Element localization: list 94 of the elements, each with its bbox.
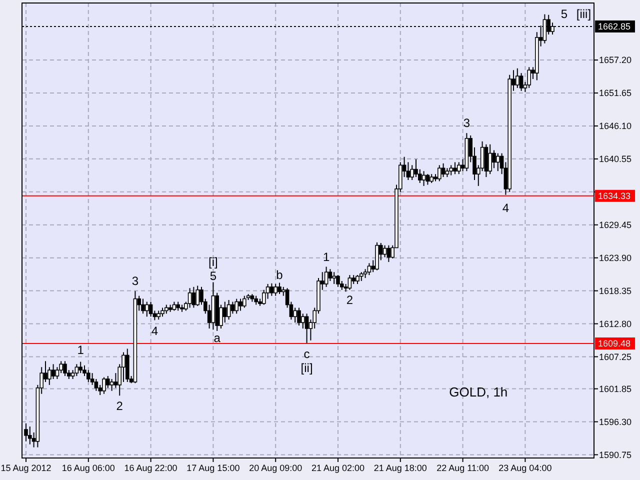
candlestick bbox=[145, 301, 149, 318]
candlestick bbox=[110, 378, 114, 392]
annotation: 3 bbox=[463, 116, 470, 130]
candlestick bbox=[457, 162, 461, 175]
x-tick-label: 23 Aug 04:00 bbox=[498, 463, 552, 473]
candlestick bbox=[223, 301, 227, 324]
annotation: 2 bbox=[346, 293, 354, 308]
annotation: 4 bbox=[151, 324, 158, 338]
y-tick-label: 1646.10 bbox=[599, 121, 632, 132]
y-tick-label: 1590.75 bbox=[599, 450, 632, 460]
candlestick bbox=[348, 274, 352, 290]
candlestick bbox=[278, 282, 282, 295]
y-tick-label: 1618.35 bbox=[599, 286, 632, 296]
x-tick-label: 21 Aug 02:00 bbox=[311, 463, 365, 473]
x-tick-label: 21 Aug 18:00 bbox=[374, 463, 427, 473]
candlestick bbox=[328, 268, 332, 282]
candlestick bbox=[74, 364, 79, 377]
annotation: 4 bbox=[502, 201, 510, 216]
annotation: 1 bbox=[77, 343, 84, 358]
x-tick-label: 22 Aug 11:00 bbox=[436, 463, 489, 473]
annotation: [i] bbox=[208, 255, 218, 270]
candlestick bbox=[301, 313, 305, 330]
candlestick bbox=[386, 244, 391, 262]
candlestick bbox=[196, 285, 200, 306]
candlestick bbox=[332, 272, 336, 284]
candlestick bbox=[86, 370, 90, 382]
annotation: b bbox=[276, 268, 284, 282]
text: [iii] bbox=[576, 7, 592, 22]
candlestick bbox=[51, 364, 56, 380]
candlestick bbox=[126, 348, 130, 382]
candlestick bbox=[324, 266, 328, 288]
candlestick bbox=[453, 162, 457, 175]
y-tick-label: 1640.55 bbox=[599, 154, 632, 164]
annotation: 5 bbox=[210, 269, 217, 284]
candlestick bbox=[238, 298, 242, 312]
y-tick-label: 1651.65 bbox=[599, 88, 632, 98]
candlestick bbox=[24, 423, 28, 442]
candlestick bbox=[234, 298, 238, 314]
candlestick bbox=[304, 313, 309, 344]
annotation: a bbox=[214, 331, 221, 346]
annotation: [ii] bbox=[300, 361, 313, 376]
annotation: 3 bbox=[132, 274, 139, 288]
candlestick bbox=[516, 68, 520, 88]
candlestick bbox=[527, 66, 531, 88]
x-tick-label: 17 Aug 15:00 bbox=[186, 463, 240, 473]
y-tick-label: 1612.80 bbox=[599, 318, 632, 329]
x-tick-label: 15 Aug 2012 bbox=[0, 463, 52, 473]
candlestick bbox=[230, 301, 235, 314]
candlestick bbox=[422, 170, 426, 186]
y-tick-label: 1629.45 bbox=[599, 220, 632, 230]
candlestick bbox=[484, 144, 488, 178]
candlestick bbox=[28, 426, 32, 445]
candlestick bbox=[106, 376, 110, 388]
candlestick bbox=[102, 376, 106, 394]
y-tick-label: 1601.85 bbox=[599, 384, 632, 394]
x-tick-label: 16 Aug 06:00 bbox=[62, 463, 115, 473]
candlestick bbox=[488, 144, 492, 175]
candlestick bbox=[297, 307, 301, 326]
candlestick bbox=[293, 307, 297, 324]
candlestick bbox=[492, 150, 496, 169]
y-tick-label: 1596.30 bbox=[599, 416, 632, 427]
y-tick-label: 1623.90 bbox=[599, 252, 632, 263]
candlestick bbox=[426, 174, 430, 186]
candlestick bbox=[449, 164, 453, 176]
x-tick-label: 20 Aug 09:00 bbox=[249, 463, 302, 473]
candlestick bbox=[274, 283, 278, 296]
candlestick bbox=[496, 152, 500, 172]
annotation: GOLD, 1h bbox=[449, 384, 508, 400]
candlestick bbox=[270, 282, 274, 296]
candlestick bbox=[141, 298, 145, 314]
candlestick bbox=[78, 361, 82, 374]
candlestick bbox=[441, 162, 446, 178]
candlestick bbox=[519, 72, 524, 92]
candlestick bbox=[226, 299, 231, 320]
candlestick bbox=[242, 295, 246, 308]
ref-line-label: 1609.48 bbox=[598, 338, 631, 349]
candlestick bbox=[367, 262, 372, 276]
candlestick bbox=[192, 286, 196, 308]
candlestick bbox=[148, 301, 153, 318]
y-tick-label: 1607.25 bbox=[599, 352, 632, 362]
x-tick-label: 16 Aug 22:00 bbox=[124, 463, 178, 473]
candlestick bbox=[438, 164, 442, 182]
y-tick-label: 1657.20 bbox=[599, 55, 632, 66]
text: 5 bbox=[560, 7, 568, 22]
annotation: c bbox=[304, 347, 310, 362]
candlestick bbox=[188, 288, 192, 308]
candlestick bbox=[336, 274, 340, 288]
candlestick bbox=[63, 360, 67, 377]
annotation: 1 bbox=[322, 250, 330, 264]
candlestick bbox=[382, 244, 387, 258]
ref-line-label: 1662.85 bbox=[598, 22, 631, 32]
candlestick bbox=[375, 242, 379, 271]
annotation: 2 bbox=[116, 399, 124, 414]
ref-line-label: 1634.33 bbox=[598, 191, 631, 202]
